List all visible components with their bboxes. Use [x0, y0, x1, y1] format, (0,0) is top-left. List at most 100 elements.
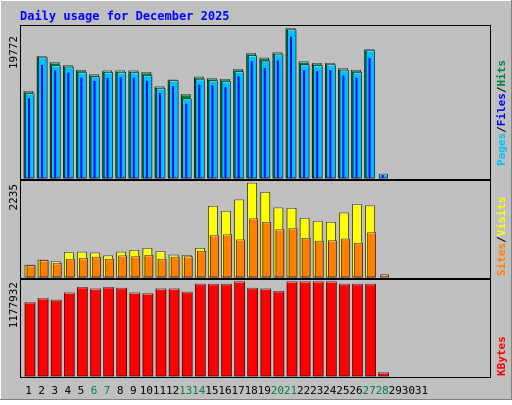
- pages-bar: [290, 36, 292, 179]
- sites-bar: [210, 235, 219, 278]
- kbytes-bar: [339, 283, 350, 377]
- kbytes-bar: [116, 287, 127, 377]
- sites-bar: [131, 256, 141, 278]
- x-tick-label: 11: [153, 384, 166, 397]
- x-tick-label: 24: [323, 384, 337, 397]
- x-tick-label: 26: [349, 384, 362, 397]
- pages-bar: [172, 86, 175, 178]
- pages-bar: [132, 77, 135, 178]
- sites-bar: [157, 259, 167, 278]
- pages-bar: [93, 80, 96, 178]
- sites-bar: [183, 256, 193, 278]
- pages-bar: [342, 75, 345, 178]
- pages-bar: [185, 103, 188, 178]
- sites-bar: [223, 234, 232, 278]
- pages-bar: [250, 61, 253, 178]
- kbytes-bar: [50, 299, 62, 377]
- sites-bar: [354, 243, 363, 278]
- sites-bar: [39, 260, 49, 278]
- kbytes-bar: [312, 281, 324, 377]
- kbytes-bar: [273, 291, 285, 377]
- sites-bar: [66, 259, 75, 278]
- sites-bar: [262, 222, 272, 278]
- x-tick-label: 9: [130, 384, 137, 397]
- pages-bar: [211, 85, 214, 178]
- sites-bar: [341, 238, 350, 278]
- pages-bar: [381, 174, 384, 178]
- pages-bar: [316, 71, 319, 178]
- x-tick-label: 21: [284, 384, 297, 397]
- kbytes-bar: [129, 292, 141, 377]
- legend-kbytes: KBytes: [495, 336, 508, 376]
- sites-bar: [26, 265, 36, 278]
- sites-bar: [79, 258, 88, 278]
- sites-bar: [301, 238, 311, 278]
- x-tick-label: 17: [231, 384, 244, 397]
- legend-entry: /: [495, 86, 508, 93]
- x-tick-label: 22: [297, 384, 310, 397]
- sites-bar: [249, 218, 258, 278]
- sites-bar: [275, 229, 285, 278]
- x-tick-label: 5: [78, 384, 85, 397]
- sites-bar: [367, 232, 376, 278]
- x-tick-label: 7: [104, 384, 111, 397]
- x-tick-label: 2: [38, 384, 45, 397]
- legend-visits-sites: Sites/Visits: [495, 197, 508, 277]
- sites-bar: [118, 255, 127, 278]
- kbytes-bar: [286, 281, 298, 377]
- pages-bar: [355, 77, 358, 178]
- panel2-max-label: 2235: [7, 184, 20, 211]
- legend-entry: Hits: [495, 60, 508, 87]
- kbytes-bar: [208, 283, 219, 377]
- x-tick-label: 16: [218, 384, 231, 397]
- x-tick-label: 23: [310, 384, 323, 397]
- x-tick-label: 15: [205, 384, 218, 397]
- panel3-max-label: 1177932: [7, 282, 20, 328]
- sites-bar: [170, 256, 180, 278]
- pages-bar: [276, 60, 279, 178]
- pages-bar: [159, 93, 161, 178]
- x-tick-label: 6: [91, 384, 98, 397]
- kbytes-bar: [299, 281, 311, 377]
- pages-bar: [198, 84, 201, 178]
- pages-bar: [106, 77, 109, 178]
- sites-bar: [288, 228, 298, 278]
- pages-bar: [224, 86, 227, 178]
- kbytes-bar: [260, 288, 272, 377]
- legend-entry: KBytes: [495, 336, 508, 376]
- sites-bar: [144, 255, 154, 278]
- kbytes-bar: [24, 302, 36, 377]
- sites-bar: [52, 263, 62, 278]
- x-tick-label: 14: [192, 384, 206, 397]
- pages-bar: [119, 77, 122, 178]
- kbytes-bar: [142, 293, 154, 377]
- legend-hits-files-pages: Pages/Files/Hits: [495, 60, 508, 166]
- x-tick-label: 27: [362, 384, 375, 397]
- kbytes-bar: [168, 288, 180, 377]
- x-tick-label: 3: [51, 384, 58, 397]
- x-tick-label: 25: [336, 384, 349, 397]
- x-tick-label: 1: [25, 384, 32, 397]
- chart-title: Daily usage for December 2025: [20, 9, 230, 23]
- pages-bar: [67, 72, 70, 178]
- pages-bar: [54, 70, 57, 178]
- x-tick-label: 12: [166, 384, 179, 397]
- x-tick-label: 30: [402, 384, 415, 397]
- kbytes-bar: [155, 288, 167, 377]
- legend-entry: /: [495, 126, 508, 133]
- legends: Pages/Files/Hits Sites/Visits KBytes: [495, 60, 508, 376]
- pages-bar: [303, 70, 306, 178]
- x-tick-label: 31: [415, 384, 428, 397]
- sites-bar: [314, 240, 324, 278]
- legend-entry: Visits: [495, 197, 508, 237]
- kbytes-bar: [195, 283, 206, 377]
- x-tick-label: 18: [245, 384, 258, 397]
- legend-entry: Pages: [495, 133, 508, 166]
- pages-bar: [80, 77, 83, 178]
- bars-group: [23, 28, 390, 377]
- sites-bar: [92, 256, 101, 278]
- x-axis-labels: 1 2 3 4 5 6 7 8 9 10 11 12 13 14 15 16 17 18 19 20 21 22 23 24 2…: [25, 384, 428, 397]
- kbytes-bar: [221, 283, 232, 377]
